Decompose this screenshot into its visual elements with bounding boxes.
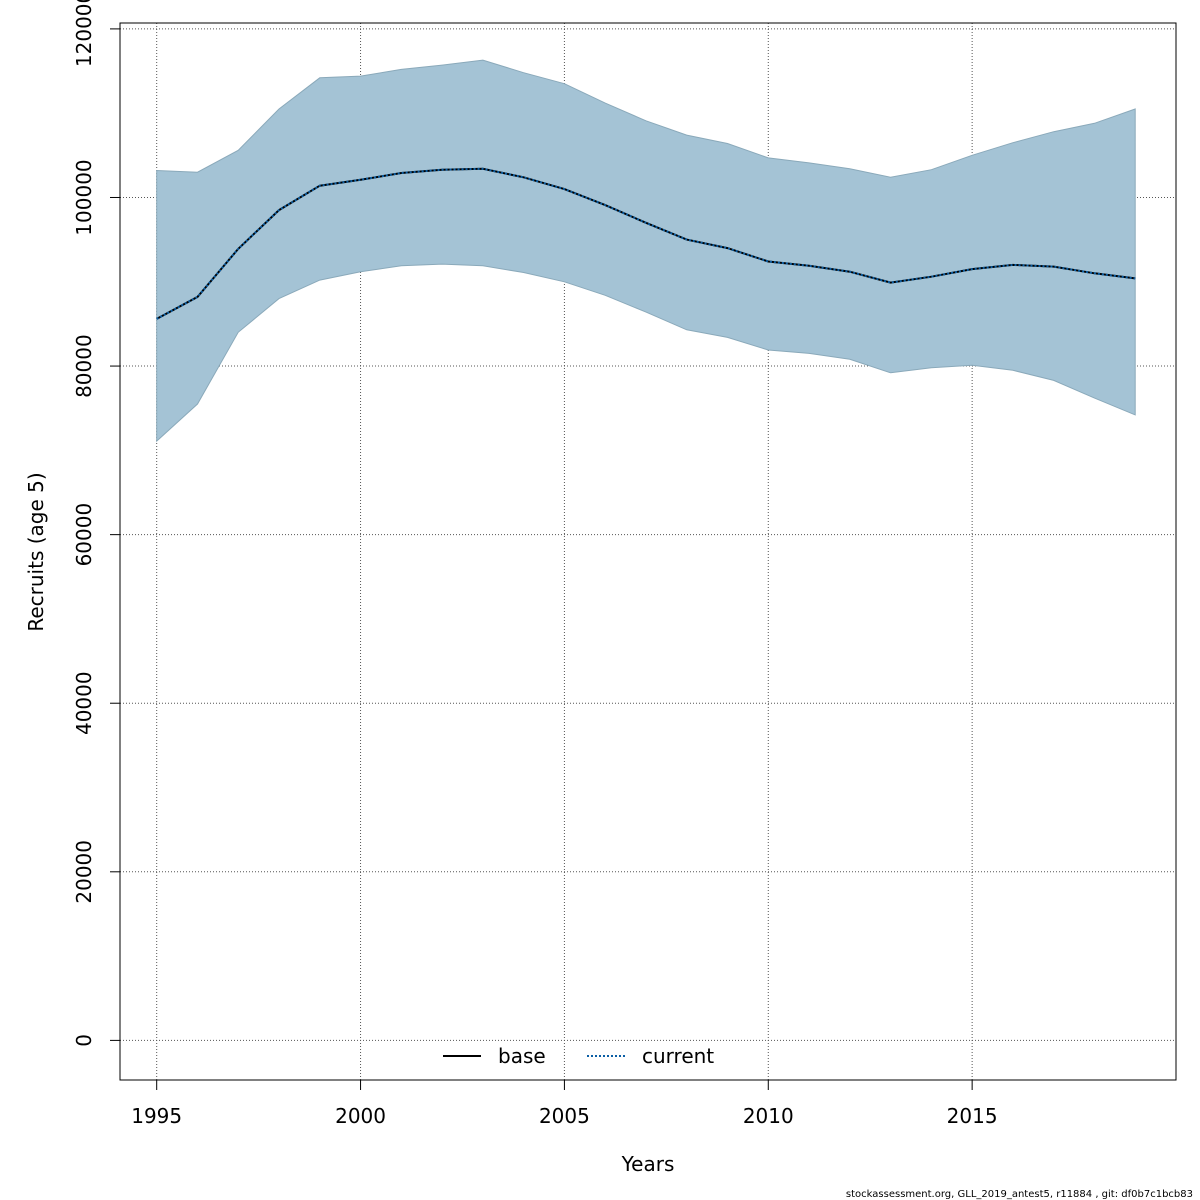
y-tick-label: 100000 (72, 159, 96, 235)
y-axis: 0 20000 40000 60000 80000 100000 120000 (72, 0, 120, 1047)
x-tick-label: 1995 (131, 1104, 182, 1128)
legend-label-base: base (498, 1044, 546, 1068)
legend: base current (443, 1044, 714, 1068)
series-lines (156, 167, 1136, 320)
x-axis-title: Years (621, 1152, 675, 1176)
x-tick-label: 2015 (947, 1104, 998, 1128)
y-tick-label: 120000 (72, 0, 96, 67)
y-tick-label: 40000 (72, 671, 96, 735)
x-tick-label: 2005 (539, 1104, 590, 1128)
x-tick-label: 2000 (335, 1104, 386, 1128)
y-tick-label: 60000 (72, 503, 96, 567)
x-tick-label: 2010 (743, 1104, 794, 1128)
footer-note: stockassessment.org, GLL_2019_antest5, r… (846, 1189, 1193, 1200)
confidence-band-area (156, 59, 1136, 443)
y-axis-title: Recruits (age 5) (24, 472, 48, 631)
y-tick-label: 0 (72, 1034, 96, 1047)
confidence-band (156, 59, 1136, 443)
y-tick-label: 80000 (72, 334, 96, 398)
x-axis: 1995 2000 2005 2010 2015 (131, 1079, 998, 1128)
legend-label-current: current (642, 1044, 714, 1068)
series-line-current (156, 167, 1136, 320)
y-tick-label: 20000 (72, 840, 96, 904)
